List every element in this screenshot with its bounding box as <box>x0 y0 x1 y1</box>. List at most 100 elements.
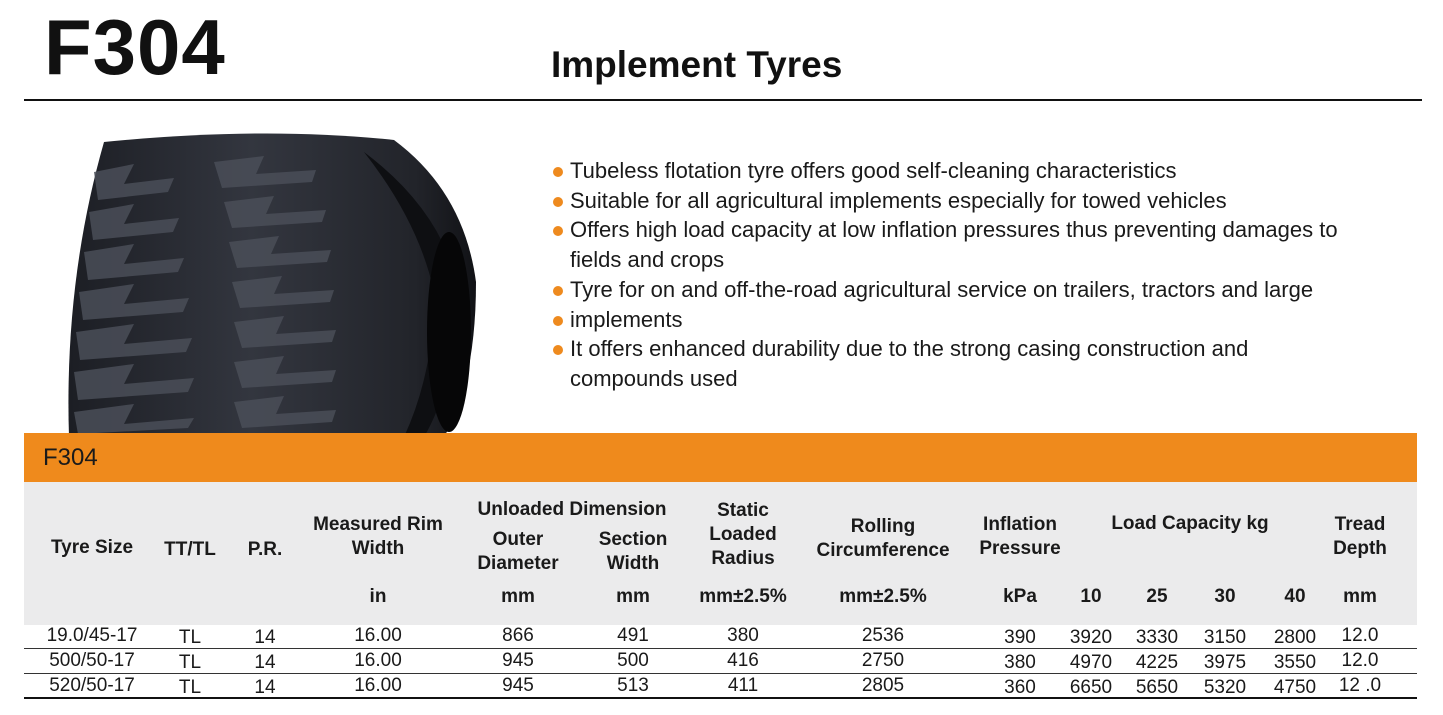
cell-load-25: 5650 <box>1135 677 1179 698</box>
cell-tyre-size: 520/50-17 <box>49 675 135 696</box>
unit-outer: mm <box>501 586 535 607</box>
bullet-icon <box>553 285 563 296</box>
cell-pr: 14 <box>254 652 276 673</box>
cell-load-25: 3330 <box>1135 627 1179 648</box>
cell-inflation: 390 <box>1004 627 1036 648</box>
cell-load-40: 3550 <box>1273 652 1317 673</box>
cell-load-30: 3975 <box>1203 652 1247 673</box>
cell-rim: 16.00 <box>354 675 402 696</box>
feature-list: Tubeless flotation tyre offers good self… <box>553 156 1423 394</box>
header-inflation-line2: Pressure <box>979 538 1061 559</box>
feature-item: Offers high load capacity at low inflati… <box>553 215 1423 245</box>
cell-rim: 16.00 <box>354 650 402 671</box>
cell-pr: 14 <box>254 627 276 648</box>
cell-load-30: 5320 <box>1203 677 1247 698</box>
cell-tread: 12.0 <box>1341 650 1379 671</box>
unit-static: mm±2.5% <box>699 586 787 607</box>
table-title: F304 <box>43 444 98 471</box>
feature-item-continuation: fields and crops <box>553 245 1423 275</box>
feature-text: compounds used <box>570 365 738 391</box>
cell-outer: 866 <box>502 625 534 646</box>
feature-text: implements <box>570 306 683 332</box>
cell-pr: 14 <box>254 677 276 698</box>
cell-section: 500 <box>617 650 649 671</box>
header-pr: P.R. <box>247 539 283 560</box>
unit-tread: mm <box>1343 586 1377 607</box>
cell-tyre-size: 19.0/45-17 <box>46 625 138 646</box>
table-header <box>24 482 1417 625</box>
feature-item: implements <box>553 305 1423 335</box>
cell-load-30: 3150 <box>1203 627 1247 648</box>
cell-tt-tl: TL <box>178 627 202 648</box>
bullet-icon <box>553 315 563 326</box>
unit-rim: in <box>369 586 387 607</box>
unit-speed-40: 40 <box>1284 586 1306 607</box>
header-static-line2: Loaded <box>709 524 777 545</box>
cell-load-25: 4225 <box>1135 652 1179 673</box>
cell-tt-tl: TL <box>178 677 202 698</box>
header-section-line1: Section <box>598 529 668 550</box>
feature-item: Tubeless flotation tyre offers good self… <box>553 156 1423 186</box>
cell-rolling: 2536 <box>861 625 905 646</box>
cell-load-10: 6650 <box>1069 677 1113 698</box>
bullet-icon <box>553 226 563 237</box>
cell-static: 416 <box>727 650 759 671</box>
feature-item-continuation: compounds used <box>553 364 1423 394</box>
cell-load-10: 3920 <box>1069 627 1113 648</box>
cell-inflation: 380 <box>1004 652 1036 673</box>
header-section-line2: Width <box>606 553 660 574</box>
header-tt-tl: TT/TL <box>164 539 216 560</box>
cell-inflation: 360 <box>1004 677 1036 698</box>
feature-text: Tubeless flotation tyre offers good self… <box>570 158 1177 183</box>
feature-text: Offers high load capacity at low inflati… <box>570 217 1338 243</box>
header-unloaded-dimension: Unloaded Dimension <box>477 499 667 520</box>
unit-speed-10: 10 <box>1080 586 1102 607</box>
feature-item: Tyre for on and off-the-road agricultura… <box>553 275 1423 305</box>
cell-rolling: 2750 <box>861 650 905 671</box>
tyre-image <box>68 133 476 437</box>
row-divider <box>24 673 1417 674</box>
header-tyre-size: Tyre Size <box>50 537 134 558</box>
cell-section: 491 <box>617 625 649 646</box>
feature-text: Suitable for all agricultural implements… <box>570 187 1227 213</box>
cell-load-40: 4750 <box>1273 677 1317 698</box>
cell-outer: 945 <box>502 650 534 671</box>
cell-load-10: 4970 <box>1069 652 1113 673</box>
cell-rolling: 2805 <box>861 675 905 696</box>
cell-tread: 12 .0 <box>1338 675 1382 696</box>
header-inflation-line1: Inflation <box>983 514 1057 535</box>
feature-text: It offers enhanced durability due to the… <box>570 336 1249 362</box>
header-static-line3: Radius <box>711 548 775 569</box>
table-bottom-rule <box>24 697 1417 699</box>
product-category-title: Implement Tyres <box>551 44 843 85</box>
cell-outer: 945 <box>502 675 534 696</box>
cell-rim: 16.00 <box>354 625 402 646</box>
cell-tt-tl: TL <box>178 652 202 673</box>
unit-speed-25: 25 <box>1146 586 1168 607</box>
row-divider <box>24 648 1417 649</box>
unit-inflation: kPa <box>1003 586 1037 607</box>
bullet-icon <box>553 167 563 177</box>
product-model-title: F304 <box>44 3 226 91</box>
cell-static: 380 <box>727 625 759 646</box>
header-rolling-line1: Rolling <box>850 516 916 537</box>
header-outer-line2: Diameter <box>477 553 559 574</box>
cell-section: 513 <box>617 675 649 696</box>
header-divider <box>24 99 1422 101</box>
header-rim-line2: Width <box>351 538 405 559</box>
unit-section: mm <box>616 586 650 607</box>
bullet-icon <box>553 345 563 356</box>
table-title-band: F304 <box>24 433 1417 482</box>
cell-tyre-size: 500/50-17 <box>49 650 135 671</box>
unit-speed-30: 30 <box>1214 586 1236 607</box>
feature-text: Tyre for on and off-the-road agricultura… <box>570 276 1314 302</box>
header-outer-line1: Outer <box>492 529 544 550</box>
cell-load-40: 2800 <box>1273 627 1317 648</box>
cell-tread: 12.0 <box>1341 625 1379 646</box>
feature-text: fields and crops <box>570 247 725 273</box>
header-tread-line1: Tread <box>1334 514 1386 535</box>
header-rim-line1: Measured Rim <box>313 514 443 535</box>
header-load-capacity: Load Capacity kg <box>1111 513 1269 534</box>
feature-item: It offers enhanced durability due to the… <box>553 334 1423 364</box>
unit-rolling: mm±2.5% <box>839 586 927 607</box>
